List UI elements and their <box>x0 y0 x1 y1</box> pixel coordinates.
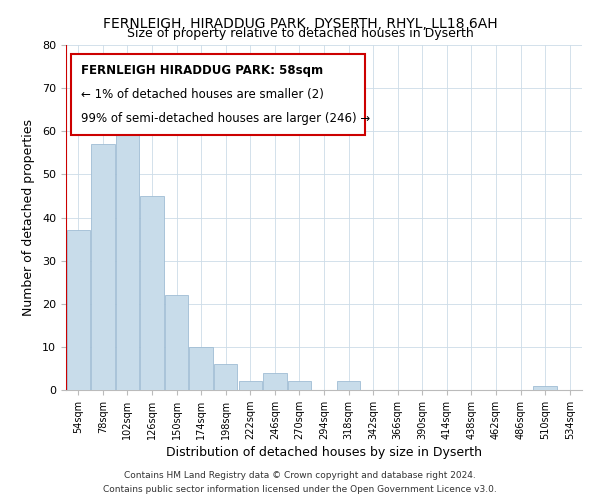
Bar <box>190 347 213 390</box>
Text: 99% of semi-detached houses are larger (246) →: 99% of semi-detached houses are larger (… <box>82 112 371 126</box>
Bar <box>91 144 115 390</box>
Text: FERNLEIGH HIRADDUG PARK: 58sqm: FERNLEIGH HIRADDUG PARK: 58sqm <box>82 64 323 77</box>
X-axis label: Distribution of detached houses by size in Dyserth: Distribution of detached houses by size … <box>166 446 482 459</box>
Bar <box>263 373 287 390</box>
Bar <box>165 295 188 390</box>
Bar <box>67 230 90 390</box>
Bar <box>214 364 238 390</box>
Y-axis label: Number of detached properties: Number of detached properties <box>22 119 35 316</box>
Bar <box>140 196 164 390</box>
Bar <box>337 382 360 390</box>
Text: FERNLEIGH, HIRADDUG PARK, DYSERTH, RHYL, LL18 6AH: FERNLEIGH, HIRADDUG PARK, DYSERTH, RHYL,… <box>103 18 497 32</box>
FancyBboxPatch shape <box>71 54 365 134</box>
Bar <box>288 382 311 390</box>
Text: Size of property relative to detached houses in Dyserth: Size of property relative to detached ho… <box>127 28 473 40</box>
Bar <box>116 122 139 390</box>
Bar <box>239 382 262 390</box>
Bar <box>533 386 557 390</box>
Text: Contains HM Land Registry data © Crown copyright and database right 2024.
Contai: Contains HM Land Registry data © Crown c… <box>103 472 497 494</box>
Text: ← 1% of detached houses are smaller (2): ← 1% of detached houses are smaller (2) <box>82 88 325 101</box>
